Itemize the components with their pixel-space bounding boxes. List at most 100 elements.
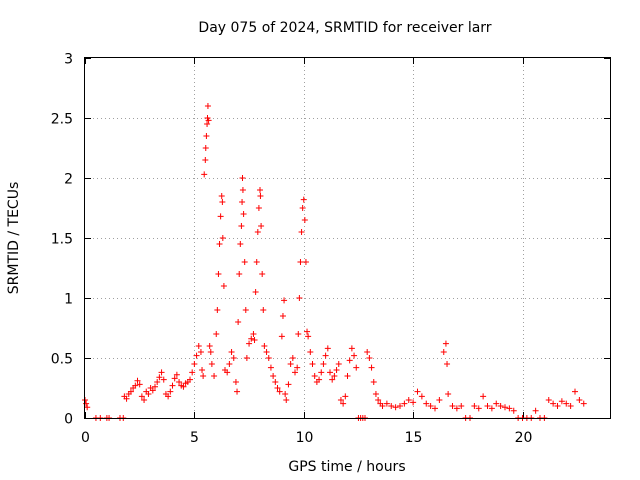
data-point xyxy=(240,211,247,217)
data-point xyxy=(563,400,570,407)
data-point xyxy=(167,388,174,395)
data-point xyxy=(154,379,161,385)
data-point xyxy=(440,349,447,355)
data-point xyxy=(195,343,202,349)
data-point xyxy=(322,352,329,359)
data-point xyxy=(255,205,262,211)
data-point xyxy=(220,283,227,289)
data-point xyxy=(241,259,248,265)
data-point xyxy=(309,361,316,367)
data-point xyxy=(305,333,312,340)
data-point xyxy=(208,361,215,367)
data-point xyxy=(206,343,213,349)
data-point xyxy=(152,383,158,390)
data-point xyxy=(226,361,233,367)
data-point xyxy=(173,371,180,378)
data-point xyxy=(301,217,308,223)
data-point xyxy=(324,345,331,352)
data-point xyxy=(242,307,249,313)
data-point xyxy=(337,397,344,403)
data-point xyxy=(246,340,253,347)
data-point xyxy=(214,307,221,313)
data-point xyxy=(401,400,408,407)
x-tick-label: 5 xyxy=(190,430,199,446)
data-point xyxy=(545,397,552,403)
data-point xyxy=(219,235,226,241)
data-point xyxy=(232,379,239,385)
data-point xyxy=(279,313,286,319)
data-point xyxy=(297,259,304,265)
data-point xyxy=(572,388,578,395)
data-point xyxy=(372,391,379,397)
data-point xyxy=(294,364,301,371)
data-point xyxy=(353,364,360,371)
data-point xyxy=(414,388,421,395)
data-point xyxy=(348,345,355,352)
data-point xyxy=(497,403,504,409)
data-point xyxy=(405,397,412,403)
data-point xyxy=(236,271,243,277)
x-tick-label: 10 xyxy=(296,430,314,446)
data-point xyxy=(366,355,373,361)
data-point xyxy=(493,400,500,407)
data-point xyxy=(580,400,587,407)
data-point xyxy=(388,403,395,409)
data-point xyxy=(285,381,292,388)
data-point xyxy=(351,352,358,359)
data-point xyxy=(234,388,241,395)
data-point xyxy=(239,187,246,193)
data-point xyxy=(218,193,225,199)
data-point xyxy=(302,259,309,265)
data-point xyxy=(204,103,211,109)
data-point xyxy=(567,403,574,409)
y-axis-label: SRMTID / TECUs xyxy=(6,182,22,295)
data-point xyxy=(213,331,220,337)
data-point xyxy=(270,373,277,379)
data-point xyxy=(445,391,452,397)
data-point xyxy=(346,357,353,364)
y-tick-label: 3 xyxy=(64,52,73,68)
data-point xyxy=(392,404,399,411)
data-point xyxy=(327,369,333,376)
data-point xyxy=(127,388,134,395)
data-point xyxy=(263,349,270,355)
data-point xyxy=(207,349,214,355)
data-point xyxy=(235,319,242,325)
y-tick-label: 1 xyxy=(64,292,73,308)
data-point xyxy=(191,361,198,367)
data-point xyxy=(199,367,206,373)
data-point xyxy=(532,407,539,414)
data-point xyxy=(368,364,375,371)
x-axis-label: GPS time / hours xyxy=(288,459,405,475)
data-point xyxy=(311,373,318,379)
data-point xyxy=(261,343,268,349)
plot-frame xyxy=(84,57,611,419)
data-point xyxy=(239,199,246,205)
data-point xyxy=(333,367,340,373)
data-point xyxy=(488,405,495,412)
data-point xyxy=(576,397,583,403)
data-point xyxy=(84,404,91,411)
data-point xyxy=(197,349,204,355)
y-tick-label: 0 xyxy=(64,412,73,428)
data-point xyxy=(307,349,314,355)
data-point xyxy=(136,381,143,388)
data-point xyxy=(558,398,565,405)
x-tick-label: 15 xyxy=(405,430,423,446)
data-point xyxy=(272,379,279,385)
data-point xyxy=(510,407,517,414)
data-point xyxy=(418,393,425,400)
data-point xyxy=(238,223,245,229)
data-point xyxy=(202,157,209,163)
data-point xyxy=(265,355,272,361)
data-points xyxy=(82,103,587,421)
data-point xyxy=(160,376,167,383)
data-point xyxy=(217,213,224,220)
data-point xyxy=(449,403,456,409)
data-point xyxy=(260,307,267,313)
data-point xyxy=(502,404,508,411)
data-point xyxy=(138,393,145,400)
data-point xyxy=(251,337,258,343)
data-point xyxy=(202,145,209,151)
